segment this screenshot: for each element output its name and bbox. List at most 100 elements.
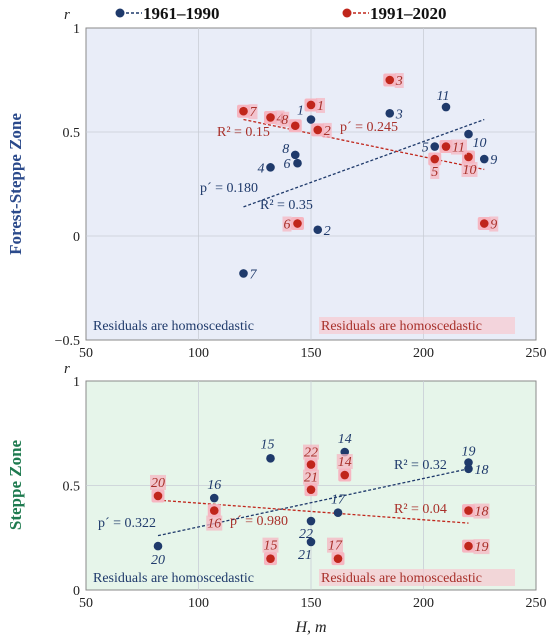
- steppe-point-1961-1990-15: [266, 454, 275, 463]
- forest-steppe-label-halo: [451, 139, 467, 155]
- steppe-point-label-1991-2020-21: 21: [304, 471, 318, 486]
- forest-steppe-point-1961-1990-4: [266, 163, 275, 172]
- steppe-y-tick-label: 0.5: [63, 480, 81, 495]
- forest-steppe-point-label-1991-2020-11: 11: [452, 141, 465, 156]
- forest-steppe-note-1961-1990: Residuals are homoscedastic: [93, 319, 254, 334]
- steppe-trend-1991-2020: [157, 499, 469, 524]
- steppe-label-halo: [473, 539, 490, 555]
- steppe-point-1961-1990-22: [306, 516, 316, 526]
- forest-steppe-point-1961-1990-9: [479, 154, 489, 164]
- x-axis-label: H, m: [294, 619, 326, 636]
- forest-steppe-point-label-1991-2020-9: 9: [490, 218, 497, 233]
- steppe-point-1961-1990-19: [464, 458, 473, 467]
- steppe-point-label-1961-1990-15: 15: [261, 437, 275, 452]
- forest-steppe-point-1961-1990-1: [306, 115, 316, 124]
- forest-steppe-point-label-1961-1990-8: 8: [282, 142, 289, 157]
- steppe-point-1961-1990-18: [464, 464, 473, 474]
- forest-steppe-point-1961-1990-5: [430, 142, 440, 151]
- forest-steppe-point-label-1961-1990-10: 10: [473, 136, 487, 151]
- forest-steppe-trend-1961-1990: [243, 118, 485, 208]
- steppe-note-1991-2020: Residuals are homoscedastic: [321, 571, 482, 586]
- forest-steppe-note-halo: [319, 317, 515, 334]
- forest-steppe-point-1991-2020-2: [313, 125, 323, 135]
- forest-steppe-r2-1991-2020: R² = 0.15: [217, 125, 270, 140]
- forest-steppe-point-1961-1990-3: [385, 108, 395, 118]
- forest-steppe-point-label-1961-1990-6: 6: [284, 157, 291, 172]
- steppe-point-1991-2020-14: [340, 470, 350, 480]
- forest-steppe-r2-1961-1990: R² = 0.35: [260, 198, 313, 213]
- steppe-label-halo: [327, 537, 343, 553]
- forest-steppe-label-halo: [282, 216, 292, 232]
- forest-steppe-p-1991-2020: p´ = 0.245: [340, 120, 398, 135]
- forest-steppe-x-tick-label: 100: [188, 346, 209, 361]
- steppe-point-1991-2020-22: [306, 460, 316, 469]
- steppe-point-label-1991-2020-17: 17: [328, 539, 343, 554]
- steppe-point-label-1991-2020-20: 20: [151, 476, 165, 491]
- steppe-point-label-1991-2020-16: 16: [207, 517, 221, 532]
- forest-steppe-point-1961-1990-2: [313, 225, 323, 235]
- steppe-x-tick-label: 200: [413, 596, 434, 611]
- forest-steppe-point-label-1961-1990-7: 7: [250, 267, 258, 282]
- steppe-point-1961-1990-21: [306, 537, 316, 547]
- steppe-note-halo: [319, 569, 515, 586]
- forest-steppe-point-1991-2020-11: [441, 142, 451, 151]
- forest-steppe-r-symbol: r: [64, 7, 70, 23]
- steppe-x-tick-label: 100: [188, 596, 209, 611]
- steppe-label-halo: [206, 515, 223, 531]
- steppe-p-1991-2020: p´ = 0.980: [230, 514, 288, 529]
- steppe-y-label: Steppe Zone: [6, 439, 25, 530]
- forest-steppe-point-label-1991-2020-4: 4: [277, 111, 284, 126]
- forest-steppe-point-1991-2020-3: [385, 75, 395, 85]
- legend-marker-1991-2020: [342, 8, 352, 18]
- forest-steppe-point-1991-2020-10: [464, 152, 473, 162]
- forest-steppe-x-tick-label: 200: [413, 346, 434, 361]
- forest-steppe-point-label-1991-2020-1: 1: [317, 99, 324, 114]
- steppe-point-label-1961-1990-19: 19: [462, 445, 476, 460]
- legend-marker-1961-1990: [115, 8, 125, 18]
- steppe-point-label-1991-2020-15: 15: [264, 539, 278, 554]
- steppe-point-label-1991-2020-19: 19: [475, 540, 489, 555]
- legend: 1961–1990 1991–2020: [115, 4, 447, 23]
- steppe-x-tick-label: 250: [526, 596, 547, 611]
- steppe-point-1961-1990-16: [209, 493, 219, 503]
- forest-steppe-y-tick-label: 1: [73, 22, 80, 37]
- forest-steppe-point-label-1991-2020-2: 2: [324, 124, 331, 139]
- legend-label-1991-2020: 1991–2020: [370, 4, 447, 23]
- steppe-y-tick-label: 0: [73, 584, 80, 599]
- steppe-label-halo: [303, 469, 319, 485]
- forest-steppe-p-1961-1990: p´ = 0.180: [200, 181, 258, 196]
- steppe-point-label-1961-1990-20: 20: [151, 553, 165, 568]
- forest-steppe-point-label-1961-1990-3: 3: [395, 107, 403, 122]
- forest-steppe-point-label-1991-2020-7: 7: [250, 105, 258, 120]
- steppe-point-label-1961-1990-16: 16: [207, 478, 221, 493]
- forest-steppe-y-tick-label: 0.5: [63, 126, 81, 141]
- forest-steppe-point-label-1991-2020-5: 5: [431, 165, 438, 180]
- forest-steppe-y-label: Forest-Steppe Zone: [6, 113, 25, 255]
- forest-steppe-x-tick-label: 250: [526, 346, 547, 361]
- forest-steppe-label-halo: [248, 104, 258, 120]
- forest-steppe-point-1991-2020-6: [293, 219, 302, 228]
- steppe-point-1991-2020-15: [266, 554, 275, 563]
- forest-steppe-point-label-1991-2020-6: 6: [284, 218, 291, 233]
- forest-steppe-point-1991-2020-7: [239, 106, 248, 116]
- steppe-y-tick-label: 1: [73, 375, 80, 390]
- forest-steppe-point-1991-2020-1: [306, 100, 316, 110]
- steppe-point-label-1961-1990-17: 17: [331, 493, 346, 508]
- steppe-point-1991-2020-21: [306, 485, 316, 494]
- forest-steppe-point-1991-2020-4: [266, 113, 275, 122]
- steppe-label-halo: [303, 444, 319, 460]
- forest-steppe-label-halo: [275, 110, 285, 126]
- steppe-label-halo: [473, 503, 490, 519]
- forest-steppe-point-label-1961-1990-9: 9: [490, 153, 497, 168]
- forest-steppe-point-label-1991-2020-8: 8: [281, 113, 288, 128]
- steppe-x-tick-label: 50: [79, 596, 93, 611]
- forest-steppe-note-1991-2020: Residuals are homoscedastic: [321, 319, 482, 334]
- steppe-r-symbol: r: [64, 361, 70, 377]
- forest-steppe-label-halo: [322, 122, 332, 138]
- steppe-point-1991-2020-16: [209, 506, 219, 515]
- steppe-point-label-1991-2020-14: 14: [338, 455, 352, 470]
- steppe-r2-1961-1990: R² = 0.32: [394, 458, 447, 473]
- steppe-point-label-1961-1990-21: 21: [298, 548, 312, 563]
- forest-steppe-x-tick-label: 50: [79, 346, 93, 361]
- forest-steppe-point-1961-1990-7: [239, 269, 248, 278]
